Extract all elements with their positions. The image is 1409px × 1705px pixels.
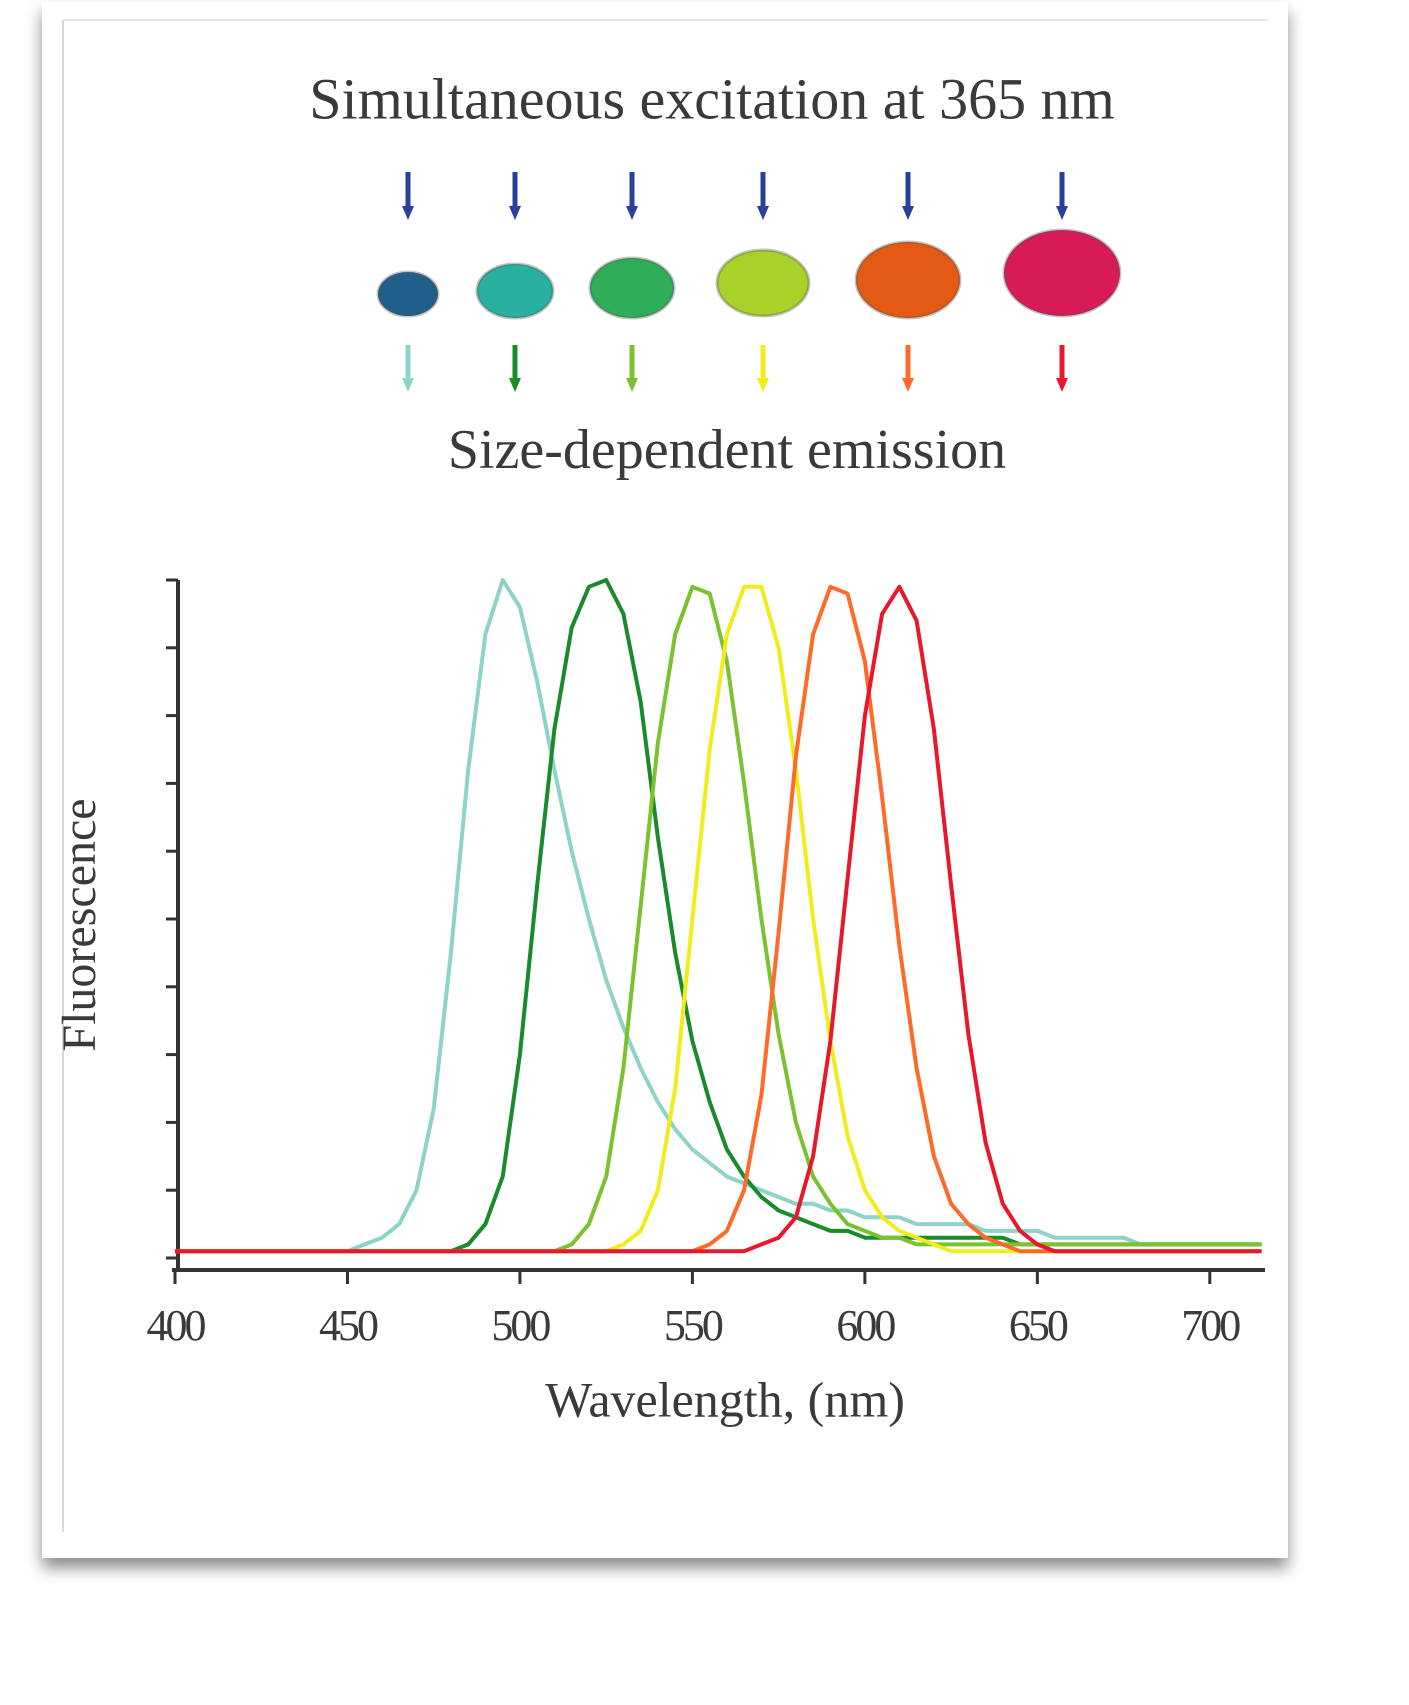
- quantum-dot: [475, 262, 555, 320]
- emission-arrowhead: [757, 378, 769, 392]
- title: Simultaneous excitation at 365 nm: [309, 66, 1114, 131]
- x-tick-label: 550: [664, 1301, 723, 1350]
- emission-arrowhead: [902, 378, 914, 392]
- excitation-arrowhead: [902, 206, 914, 220]
- illustration: [376, 172, 1122, 392]
- quantum-dot: [376, 270, 440, 318]
- emission-arrowhead: [626, 378, 638, 392]
- y-axis-label: Fluorescence: [53, 798, 106, 1051]
- subtitle: Size-dependent emission: [448, 419, 1006, 481]
- excitation-arrowhead: [757, 206, 769, 220]
- emission-arrowhead: [509, 378, 521, 392]
- quantum-dot: [588, 256, 676, 320]
- emission-arrowhead: [1056, 378, 1068, 392]
- quantum-dot: [1002, 228, 1122, 318]
- excitation-arrowhead: [1056, 206, 1068, 220]
- excitation-arrowhead: [626, 206, 638, 220]
- x-axis-label: Wavelength, (nm): [545, 1371, 905, 1427]
- line-series: [175, 578, 1262, 1254]
- excitation-arrowhead: [402, 206, 414, 220]
- x-tick-label: 600: [836, 1301, 895, 1350]
- quantum-dot: [715, 248, 811, 318]
- quantum-dot: [854, 240, 962, 320]
- x-tick-label: 400: [147, 1301, 206, 1350]
- x-tick-label: 700: [1181, 1301, 1240, 1350]
- x-tick-label: 650: [1009, 1301, 1068, 1350]
- x-tick-label: 500: [491, 1301, 550, 1350]
- excitation-arrowhead: [509, 206, 521, 220]
- line-series: [175, 584, 1262, 1254]
- x-tick-label: 450: [319, 1301, 378, 1350]
- emission-arrowhead: [402, 378, 414, 392]
